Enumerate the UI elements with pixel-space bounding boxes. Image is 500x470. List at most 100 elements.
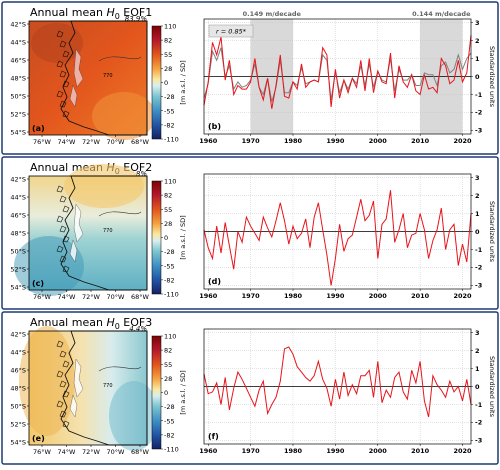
x-tick-label: 1990 <box>326 137 345 145</box>
lat-tick-label: 50°S <box>10 93 26 101</box>
island-outline <box>62 265 70 273</box>
field-blob <box>64 164 144 208</box>
island-outline <box>62 360 70 368</box>
x-tick-label: 1960 <box>199 292 218 300</box>
island-outline <box>62 50 70 58</box>
colorbar-tick-label: 82 <box>164 347 172 355</box>
colorbar <box>151 180 162 295</box>
x-tick-label: 2000 <box>369 447 388 455</box>
x-tick-label: 1990 <box>326 292 345 300</box>
lat-tick-label: 44°S <box>10 39 26 47</box>
map-panel-label: (a) <box>32 124 45 133</box>
colorbar-tick-label: -82 <box>164 276 175 284</box>
x-tick-label: 1980 <box>284 447 303 455</box>
colorbar-tick-label: -110 <box>164 136 179 144</box>
lon-tick-label: 70°W <box>107 293 126 301</box>
lat-tick-label: 46°S <box>10 212 26 220</box>
lon-tick-label: 72°W <box>82 293 101 301</box>
y-tick-label: 3 <box>475 174 480 182</box>
colorbar-tick-label: 28 <box>164 375 172 383</box>
lon-tick-label: 72°W <box>82 448 101 456</box>
colorbar-tick-label: 110 <box>164 23 176 31</box>
y-axis-label: Standardized units <box>488 46 496 108</box>
island-outline <box>56 60 64 68</box>
contour-label: 770 <box>103 383 113 389</box>
lat-tick-label: 52°S <box>10 266 26 274</box>
row-frame <box>1 156 499 310</box>
island-outline <box>59 380 67 388</box>
x-tick-label: 2010 <box>411 292 430 300</box>
x-tick-label: 1960 <box>199 137 218 145</box>
trend-label: 0.149 m/decade <box>243 10 302 18</box>
island-outline <box>56 370 64 378</box>
variance-label: 83.9% <box>125 15 148 23</box>
lat-tick-label: 44°S <box>10 349 26 357</box>
map-title: Annual mean H0 EOF3 <box>30 316 152 331</box>
lat-tick-label: 50°S <box>10 248 26 256</box>
lat-tick-label: 54°S <box>10 284 26 292</box>
y-tick-label: 0 <box>475 73 480 81</box>
colorbar-label: [m a.s.l. / SD] <box>179 215 187 259</box>
map-title: Annual mean H0 EOF1 <box>30 6 152 21</box>
y-tick-label: -1 <box>475 401 483 409</box>
x-tick-label: 1990 <box>326 447 345 455</box>
y-tick-label: -2 <box>475 419 482 427</box>
y-tick-label: 3 <box>475 329 480 337</box>
island-outline <box>62 390 70 398</box>
contour-line <box>98 366 142 372</box>
map-panel-label: (c) <box>32 279 44 288</box>
colorbar-tick-label: 82 <box>164 192 172 200</box>
y-tick-label: -3 <box>475 282 482 290</box>
colorbar-tick-label: 0 <box>164 389 168 397</box>
icefield <box>69 239 78 263</box>
row-frame <box>1 311 499 465</box>
y-axis-label: Standardized units <box>488 201 496 263</box>
island-outline <box>59 350 67 358</box>
y-tick-label: 0 <box>475 383 480 391</box>
contour-line <box>98 211 142 217</box>
y-tick-label: 2 <box>475 347 480 355</box>
colorbar-tick-label: -82 <box>164 431 175 439</box>
correlation-box <box>208 24 254 38</box>
x-tick-label: 2010 <box>411 137 430 145</box>
lat-tick-label: 54°S <box>10 129 26 137</box>
island-outline <box>56 340 64 348</box>
colorbar-tick-label: 55 <box>164 51 172 59</box>
colorbar-label: [m a.s.l. / SD] <box>179 60 187 104</box>
x-tick-label: 2000 <box>369 292 388 300</box>
lat-tick-label: 52°S <box>10 111 26 119</box>
island-outline <box>62 205 70 213</box>
field-blob <box>109 381 159 451</box>
contour-line <box>98 56 142 62</box>
colorbar-tick-label: 82 <box>164 37 172 45</box>
plot-panel-label: (f) <box>208 432 219 441</box>
lon-tick-label: 68°W <box>131 448 150 456</box>
x-tick-label: 2020 <box>453 292 472 300</box>
x-tick-label: 1970 <box>242 292 261 300</box>
x-tick-label: 1980 <box>284 137 303 145</box>
island-outline <box>56 90 64 98</box>
lat-tick-label: 54°S <box>10 439 26 447</box>
colorbar-tick-label: -82 <box>164 121 175 129</box>
variance-label: 8% <box>136 170 147 178</box>
island-outline <box>56 245 64 253</box>
colorbar-tick-label: 110 <box>164 333 176 341</box>
island-outline <box>62 110 70 118</box>
colorbar-tick-label: 28 <box>164 65 172 73</box>
lon-tick-label: 76°W <box>33 448 52 456</box>
colorbar-tick-label: -28 <box>164 248 175 256</box>
y-tick-label: -1 <box>475 91 483 99</box>
colorbar <box>151 25 162 140</box>
y-axis-label: Standardized units <box>488 356 496 418</box>
icefield <box>73 48 84 88</box>
x-tick-label: 2020 <box>453 137 472 145</box>
lon-tick-label: 76°W <box>33 138 52 146</box>
colorbar-tick-label: -28 <box>164 403 175 411</box>
island-outline <box>59 225 67 233</box>
lat-tick-label: 48°S <box>10 385 26 393</box>
x-tick-label: 1980 <box>284 292 303 300</box>
island-outline <box>59 410 67 418</box>
